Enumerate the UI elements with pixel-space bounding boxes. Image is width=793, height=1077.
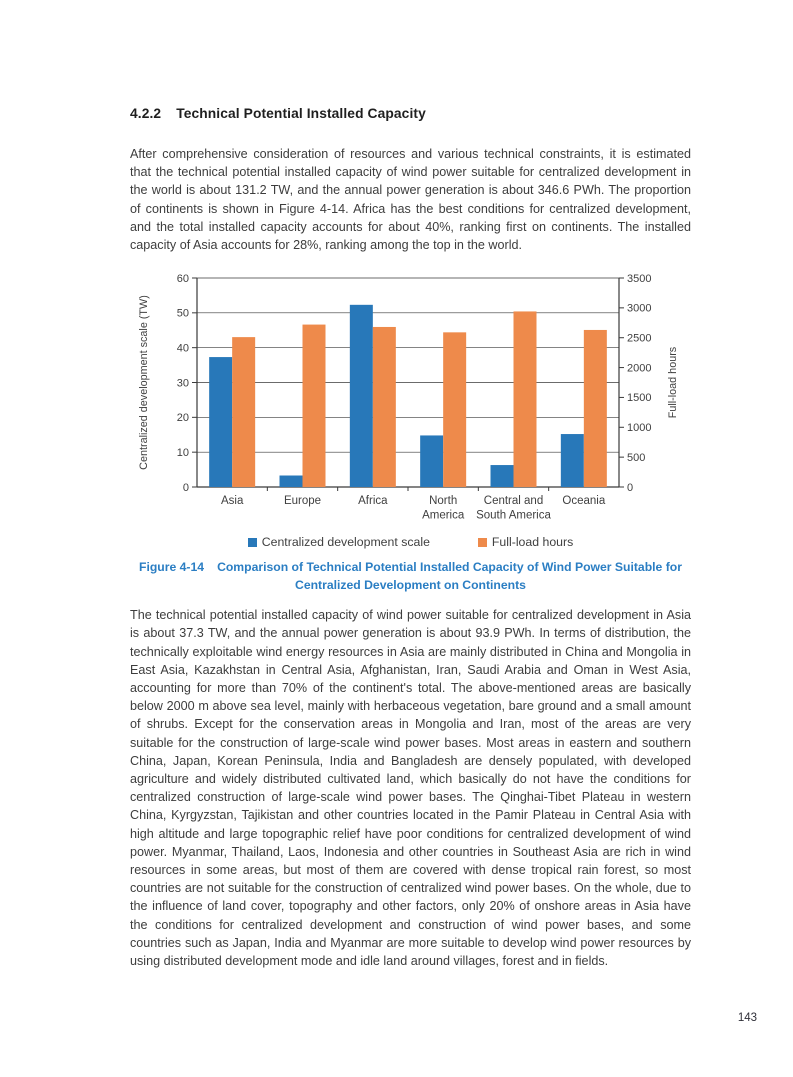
svg-text:30: 30 xyxy=(176,378,188,390)
svg-text:Centralized development scale: Centralized development scale (TW) xyxy=(138,295,150,470)
legend-item-centralized-development-scale: Centralized development scale xyxy=(247,535,430,550)
legend-swatch-blue-icon xyxy=(247,537,257,547)
bar-chart: 0 10 20 30 40 50 60 0 500 1000 1500 2000 2500 3000 350… xyxy=(131,266,691,533)
svg-text:40: 40 xyxy=(176,343,188,355)
page-number: 143 xyxy=(737,1012,757,1024)
svg-text:South America: South America xyxy=(476,510,551,522)
section-number: 4.2.2 xyxy=(130,106,162,121)
svg-text:2500: 2500 xyxy=(627,333,651,345)
svg-text:3500: 3500 xyxy=(627,273,651,285)
figure-label: Figure 4-14 xyxy=(139,560,205,575)
paragraph-asia-detail: The technical potential installed capaci… xyxy=(130,608,691,969)
svg-text:3000: 3000 xyxy=(627,303,651,315)
svg-text:20: 20 xyxy=(176,412,188,424)
svg-text:500: 500 xyxy=(627,452,645,464)
bar-chart-svg: 0 10 20 30 40 50 60 0 500 1000 1500 2000 2500 3000 350… xyxy=(138,273,679,522)
figure-caption-text: Comparison of Technical Potential Instal… xyxy=(217,560,682,593)
svg-text:North: North xyxy=(429,495,457,507)
svg-text:10: 10 xyxy=(176,447,188,459)
svg-text:1500: 1500 xyxy=(627,392,651,404)
svg-text:60: 60 xyxy=(176,273,188,285)
figure-caption: Figure 4-14 Comparison of Technical Poten… xyxy=(137,558,685,594)
legend-swatch-orange-icon xyxy=(477,537,487,547)
svg-text:Asia: Asia xyxy=(220,495,243,507)
section-title: Technical Potential Installed Capacity xyxy=(176,106,426,121)
chart-legend: Centralized development scale Full-load … xyxy=(130,535,691,549)
svg-text:50: 50 xyxy=(176,308,188,320)
svg-text:Full-load hours: Full-load hours xyxy=(667,346,679,418)
svg-text:0: 0 xyxy=(627,482,633,494)
svg-text:1000: 1000 xyxy=(627,422,651,434)
legend-item-full-load-hours: Full-load hours xyxy=(477,535,574,550)
legend-label: Full-load hours xyxy=(491,535,574,550)
svg-text:Oceania: Oceania xyxy=(562,495,605,507)
svg-text:Central and: Central and xyxy=(483,495,542,507)
svg-text:Africa: Africa xyxy=(358,495,388,507)
svg-text:2000: 2000 xyxy=(627,363,651,375)
svg-text:Europe: Europe xyxy=(283,495,320,507)
legend-label: Centralized development scale xyxy=(261,535,430,550)
paragraph-intro: After comprehensive consideration of res… xyxy=(130,147,691,253)
figure-4-14: 0 10 20 30 40 50 60 0 500 1000 1500 2000 2500 3000 350… xyxy=(130,266,691,594)
svg-text:America: America xyxy=(422,510,465,522)
svg-text:0: 0 xyxy=(182,482,188,494)
section-heading: 4.2.2 Technical Potential Installed Capac… xyxy=(130,106,691,121)
